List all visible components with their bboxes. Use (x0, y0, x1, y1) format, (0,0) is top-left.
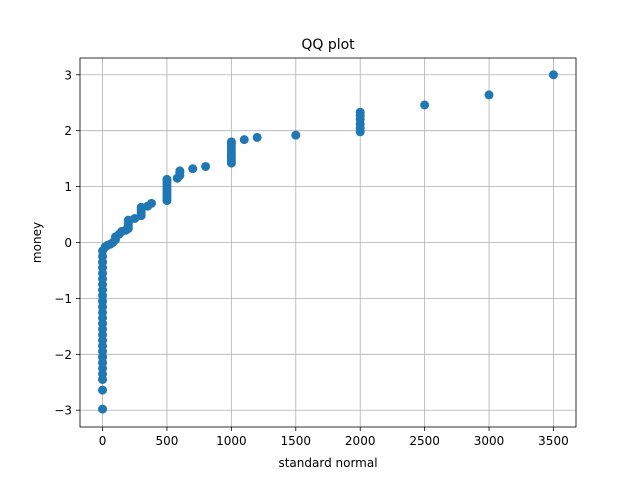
x-tick-label: 0 (99, 434, 107, 448)
x-tick-label: 1500 (281, 434, 312, 448)
data-point (420, 100, 430, 110)
data-point (98, 404, 108, 414)
data-point (252, 132, 262, 142)
x-tick-label: 3000 (474, 434, 505, 448)
data-point (239, 135, 249, 145)
scatter-points (98, 70, 558, 414)
data-point (188, 164, 198, 174)
x-tick-label: 2500 (409, 434, 440, 448)
x-tick-label: 3500 (538, 434, 569, 448)
data-point (548, 70, 558, 80)
y-tick-label: 0 (64, 236, 72, 250)
y-tick-label: 1 (64, 180, 72, 194)
data-point (175, 166, 185, 176)
x-axis-label: standard normal (278, 456, 377, 470)
y-tick-label: −2 (54, 348, 72, 362)
x-tick-label: 500 (156, 434, 179, 448)
y-tick-label: 2 (64, 124, 72, 138)
chart-title: QQ plot (301, 37, 355, 53)
plot-frame (79, 57, 577, 428)
x-ticks: 0 500 1000 1500 2000 2500 3000 3500 (99, 427, 569, 448)
data-point (162, 174, 172, 184)
x-tick-label: 1000 (216, 434, 247, 448)
grid-lines (80, 58, 576, 427)
data-point (201, 161, 211, 171)
y-tick-label: −3 (54, 404, 72, 418)
y-ticks: −3 −2 −1 0 1 2 3 (54, 68, 80, 418)
x-tick-label: 2000 (345, 434, 376, 448)
data-point (291, 130, 301, 140)
data-point (484, 90, 494, 100)
data-point (226, 137, 236, 147)
y-tick-label: −1 (54, 292, 72, 306)
data-point (355, 107, 365, 117)
data-point (147, 198, 157, 208)
data-point (98, 385, 108, 395)
y-axis-label: money (30, 222, 44, 263)
y-tick-label: 3 (64, 68, 72, 82)
